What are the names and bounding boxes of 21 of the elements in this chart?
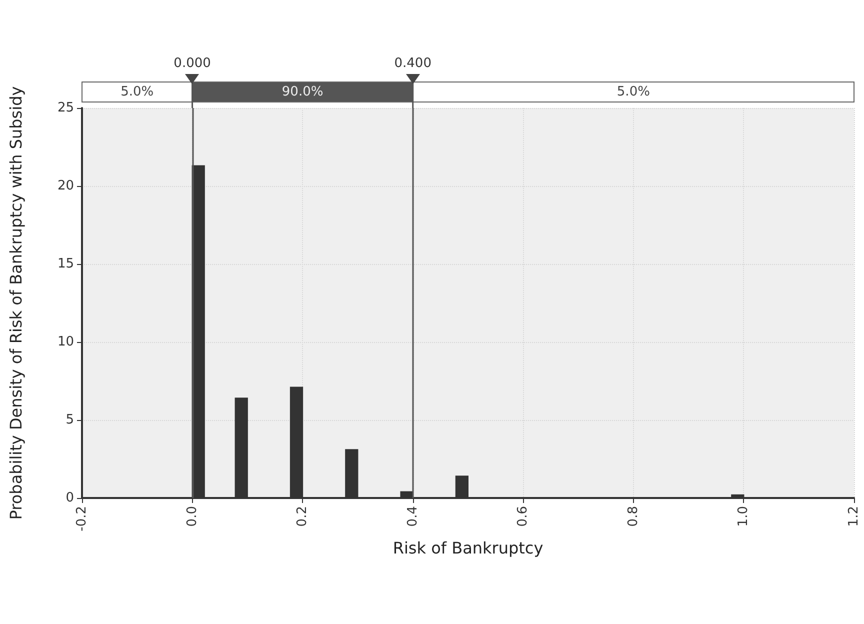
text: 5.0% — [616, 84, 650, 100]
y-tick-label: 10 — [57, 334, 74, 350]
y-tick-label: 15 — [57, 256, 74, 272]
ref-line-label: 0.400 — [394, 56, 432, 71]
x-tick-label: 0.6 — [516, 506, 531, 527]
x-tick-label: 0.2 — [295, 506, 310, 527]
x-tick-label: 0.8 — [626, 506, 641, 527]
y-tick-label: 0 — [66, 490, 74, 506]
x-tick-label: 0.4 — [405, 506, 420, 527]
ref-line-label: 0.000 — [174, 56, 211, 71]
y-tick-label: 20 — [57, 178, 74, 194]
x-axis-title: Risk of Bankruptcy — [392, 538, 544, 558]
x-tick-label: 1.2 — [846, 506, 862, 527]
x-tick-label: 0.0 — [184, 506, 200, 527]
x-tick-label: -0.2 — [74, 506, 90, 532]
y-axis-title: Probability Density of Risk of Bankruptcy with Subsidy — [6, 86, 26, 520]
text: 90.0% — [282, 84, 324, 100]
y-tick-label: 25 — [57, 100, 74, 116]
text: 5.0% — [120, 84, 154, 100]
x-tick-label: 1.0 — [736, 506, 752, 527]
y-tick-label: 5 — [66, 412, 74, 428]
